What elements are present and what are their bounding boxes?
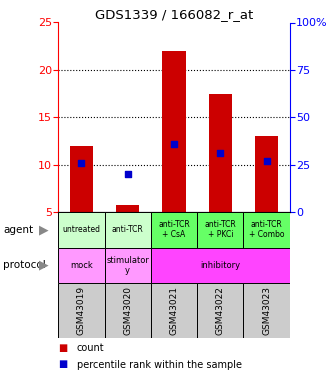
Point [79, 160, 84, 166]
Point [171, 141, 176, 147]
Text: GSM43019: GSM43019 [77, 286, 86, 335]
Bar [197, 283, 243, 338]
Text: anti-TCR
+ PKCi: anti-TCR + PKCi [204, 220, 236, 239]
Title: GDS1339 / 166082_r_at: GDS1339 / 166082_r_at [95, 8, 253, 21]
Bar [105, 212, 151, 248]
Bar [116, 205, 139, 212]
Text: count: count [77, 343, 104, 353]
Text: stimulator
y: stimulator y [106, 256, 149, 275]
Bar [163, 51, 185, 212]
Bar [105, 248, 151, 283]
Text: ▶: ▶ [39, 223, 48, 236]
Text: mock: mock [70, 261, 93, 270]
Text: ■: ■ [58, 360, 68, 369]
Bar [151, 212, 197, 248]
Text: agent: agent [3, 225, 33, 235]
Bar [197, 212, 243, 248]
Text: inhibitory: inhibitory [200, 261, 240, 270]
Text: ▶: ▶ [39, 259, 48, 272]
Bar [105, 283, 151, 338]
Bar [243, 283, 290, 338]
Bar [58, 283, 105, 338]
Bar [70, 146, 93, 212]
Text: percentile rank within the sample: percentile rank within the sample [77, 360, 241, 369]
Bar [151, 283, 197, 338]
Text: GSM43020: GSM43020 [123, 286, 132, 335]
Text: anti-TCR: anti-TCR [112, 225, 144, 234]
Text: untreated: untreated [62, 225, 101, 234]
Bar [255, 136, 278, 212]
Text: anti-TCR
+ CsA: anti-TCR + CsA [158, 220, 190, 239]
Bar [209, 93, 232, 212]
Point [125, 171, 131, 177]
Bar [58, 212, 105, 248]
Text: GSM43021: GSM43021 [169, 286, 178, 335]
Text: ■: ■ [58, 343, 68, 353]
Point [264, 158, 269, 164]
Bar [151, 248, 290, 283]
Bar [243, 212, 290, 248]
Text: GSM43023: GSM43023 [262, 286, 271, 335]
Text: protocol: protocol [3, 260, 46, 270]
Bar [58, 248, 105, 283]
Text: anti-TCR
+ Combo: anti-TCR + Combo [249, 220, 284, 239]
Text: GSM43022: GSM43022 [216, 286, 225, 335]
Point [218, 150, 223, 156]
